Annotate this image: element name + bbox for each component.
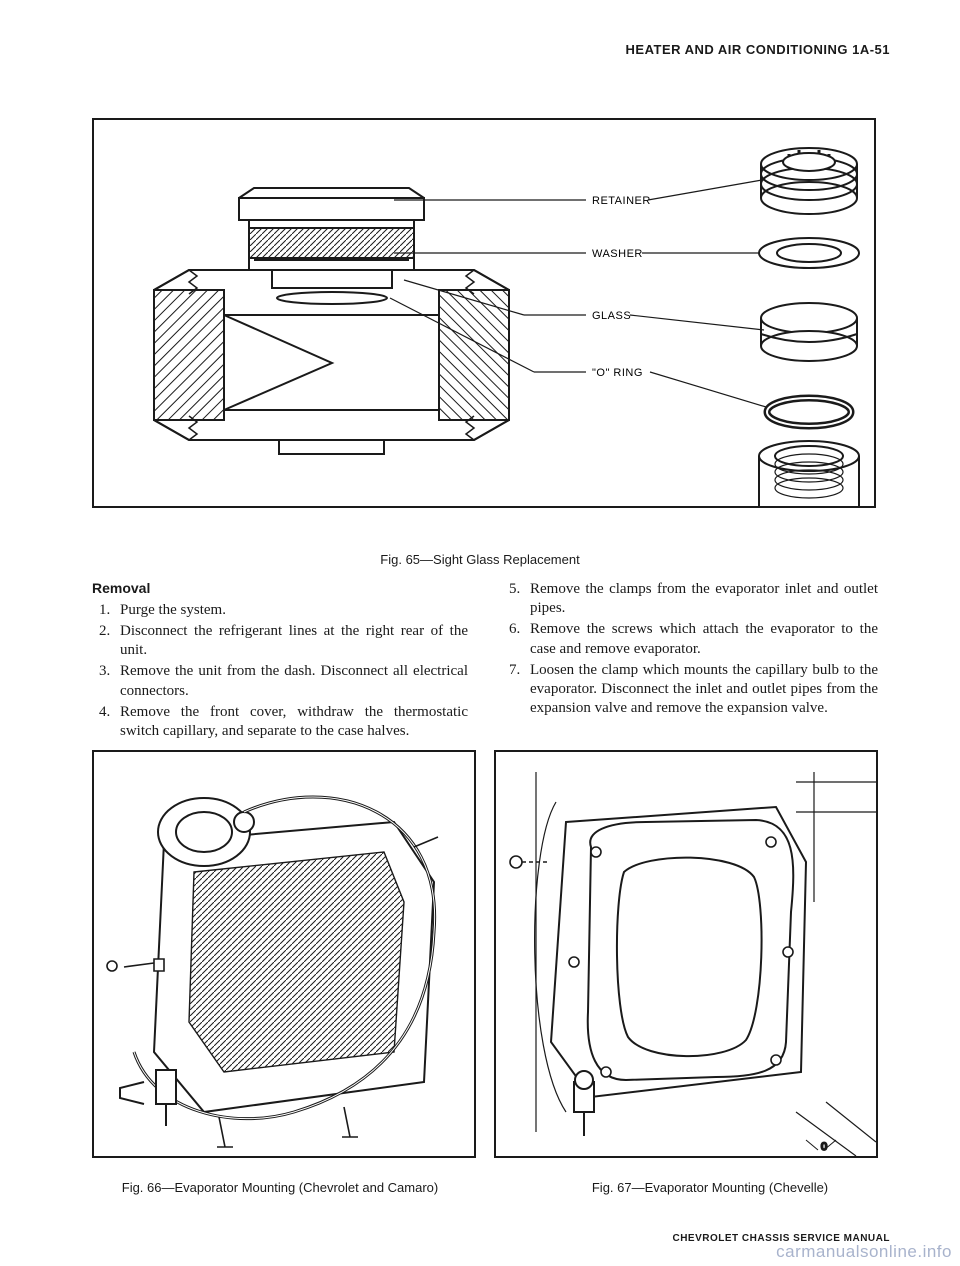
label-glass: GLASS [592, 310, 631, 322]
watermark: carmanualsonline.info [776, 1242, 952, 1262]
removal-step: Remove the unit from the dash. Disconnec… [114, 662, 468, 700]
part-o-ring [767, 398, 851, 426]
figure-67-frame: 0 [494, 750, 878, 1158]
removal-heading: Removal [92, 580, 468, 598]
part-glass [761, 303, 857, 361]
label-washer: WASHER [592, 248, 643, 260]
part-receiver-body [759, 441, 859, 506]
removal-step: Disconnect the refrigerant lines at the … [114, 622, 468, 660]
running-head: HEATER AND AIR CONDITIONING 1A-51 [626, 42, 890, 57]
part-retainer [761, 148, 857, 214]
figure-65-frame: RETAINER WASHER GLASS "O" RING [92, 118, 876, 508]
figure-67-caption: Fig. 67—Evaporator Mounting (Chevelle) [490, 1180, 930, 1195]
body-text: Removal Purge the system. Disconnect the… [92, 580, 878, 743]
removal-step: Remove the screws which attach the evapo… [524, 620, 878, 658]
label-o-ring: "O" RING [592, 367, 643, 379]
figure-66-svg [94, 752, 474, 1156]
right-column: Remove the clamps from the evaporator in… [502, 580, 878, 743]
figure-66-frame [92, 750, 476, 1158]
svg-text:0: 0 [821, 1141, 827, 1153]
left-column: Removal Purge the system. Disconnect the… [92, 580, 468, 743]
part-washer [759, 238, 859, 268]
figure-67-svg: 0 [496, 752, 876, 1156]
figure-66-caption: Fig. 66—Evaporator Mounting (Chevrolet a… [60, 1180, 500, 1195]
exploded-parts [759, 148, 859, 506]
sight-glass-cross-section [154, 188, 509, 454]
figure-65-svg: RETAINER WASHER GLASS "O" RING [94, 120, 874, 506]
removal-step: Loosen the clamp which mounts the capill… [524, 661, 878, 719]
removal-step: Remove the front cover, withdraw the the… [114, 703, 468, 741]
removal-step: Purge the system. [114, 601, 468, 620]
removal-step: Remove the clamps from the evaporator in… [524, 580, 878, 618]
label-retainer: RETAINER [592, 195, 651, 207]
figure-65-caption: Fig. 65—Sight Glass Replacement [0, 552, 960, 567]
